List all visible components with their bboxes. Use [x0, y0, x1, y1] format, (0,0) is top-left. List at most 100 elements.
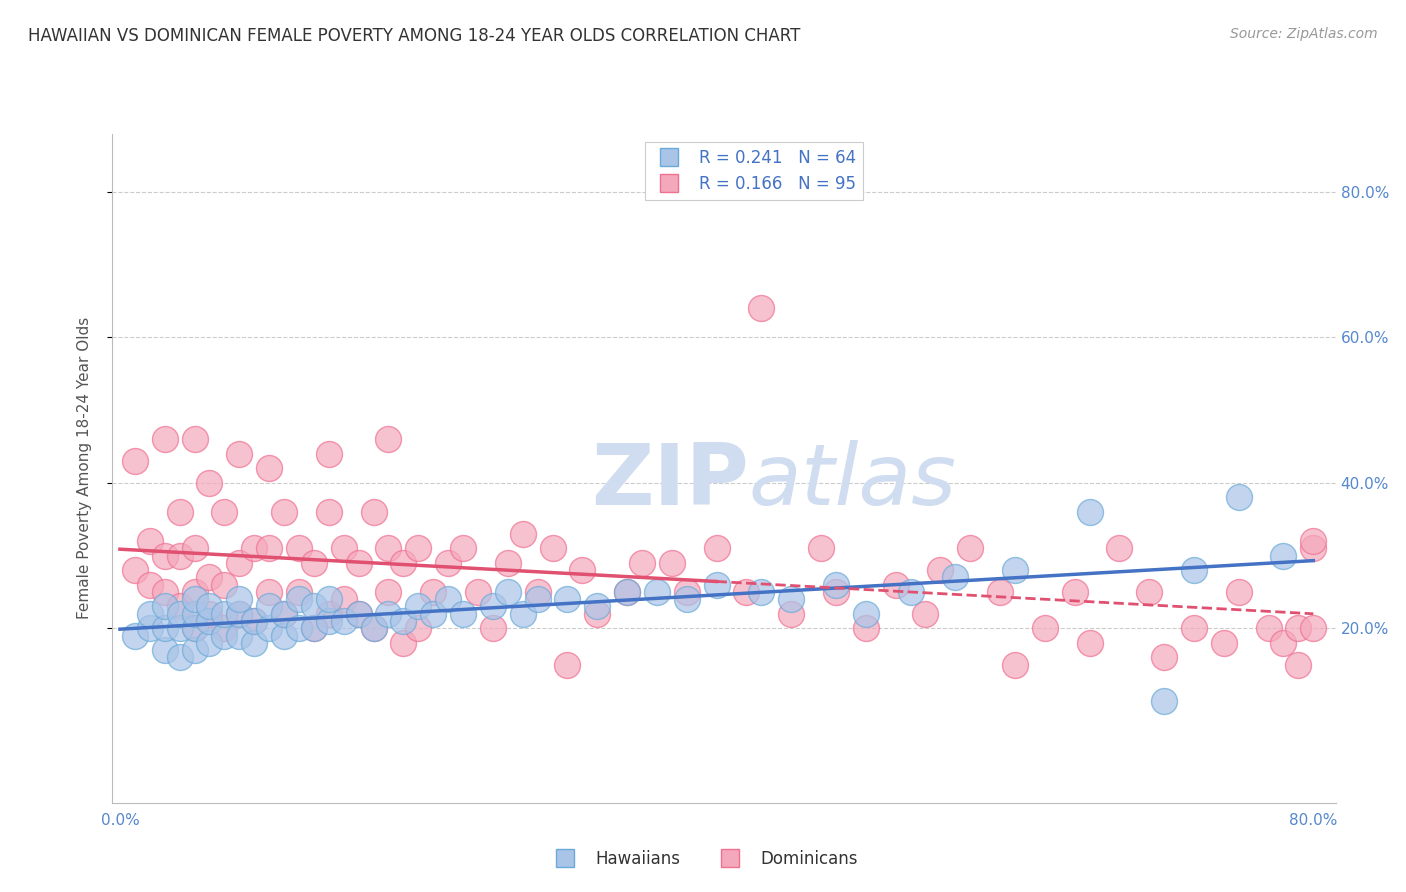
- Point: [1302, 621, 1324, 635]
- Point: [139, 607, 162, 621]
- Point: [363, 621, 385, 635]
- Point: [645, 585, 668, 599]
- Point: [496, 585, 519, 599]
- Text: ZIP: ZIP: [591, 440, 748, 524]
- Point: [169, 650, 191, 665]
- Point: [855, 621, 877, 635]
- Point: [557, 657, 579, 672]
- Point: [467, 585, 489, 599]
- Point: [616, 585, 638, 599]
- Point: [183, 432, 205, 446]
- Point: [571, 563, 593, 577]
- Point: [586, 607, 609, 621]
- Point: [780, 592, 803, 607]
- Point: [257, 621, 280, 635]
- Point: [751, 585, 773, 599]
- Point: [675, 585, 697, 599]
- Point: [526, 592, 548, 607]
- Point: [1182, 563, 1205, 577]
- Point: [408, 599, 430, 614]
- Point: [363, 621, 385, 635]
- Text: Source: ZipAtlas.com: Source: ZipAtlas.com: [1230, 27, 1378, 41]
- Point: [288, 621, 311, 635]
- Point: [512, 607, 534, 621]
- Point: [377, 585, 399, 599]
- Point: [884, 577, 907, 591]
- Point: [257, 541, 280, 556]
- Legend: R = 0.241   N = 64, R = 0.166   N = 95: R = 0.241 N = 64, R = 0.166 N = 95: [645, 142, 862, 200]
- Point: [496, 556, 519, 570]
- Point: [347, 607, 370, 621]
- Point: [332, 592, 354, 607]
- Point: [1063, 585, 1085, 599]
- Point: [318, 614, 340, 628]
- Point: [228, 447, 250, 461]
- Point: [1272, 549, 1295, 563]
- Point: [825, 585, 848, 599]
- Point: [139, 534, 162, 549]
- Point: [988, 585, 1011, 599]
- Point: [198, 614, 221, 628]
- Point: [1257, 621, 1279, 635]
- Point: [526, 585, 548, 599]
- Point: [855, 607, 877, 621]
- Point: [153, 432, 176, 446]
- Point: [302, 621, 325, 635]
- Point: [183, 541, 205, 556]
- Point: [302, 599, 325, 614]
- Point: [1137, 585, 1160, 599]
- Point: [153, 549, 176, 563]
- Point: [214, 607, 236, 621]
- Point: [198, 599, 221, 614]
- Point: [273, 607, 295, 621]
- Point: [1004, 657, 1026, 672]
- Point: [318, 607, 340, 621]
- Point: [318, 505, 340, 519]
- Point: [288, 541, 311, 556]
- Point: [437, 556, 460, 570]
- Point: [139, 621, 162, 635]
- Point: [422, 607, 444, 621]
- Point: [183, 643, 205, 657]
- Point: [228, 607, 250, 621]
- Point: [675, 592, 697, 607]
- Point: [183, 607, 205, 621]
- Point: [198, 607, 221, 621]
- Point: [183, 621, 205, 635]
- Point: [661, 556, 683, 570]
- Point: [631, 556, 654, 570]
- Point: [557, 592, 579, 607]
- Point: [139, 577, 162, 591]
- Point: [273, 628, 295, 642]
- Point: [347, 556, 370, 570]
- Point: [1153, 694, 1175, 708]
- Point: [214, 628, 236, 642]
- Point: [169, 621, 191, 635]
- Point: [153, 599, 176, 614]
- Point: [1302, 534, 1324, 549]
- Point: [228, 592, 250, 607]
- Point: [929, 563, 952, 577]
- Point: [273, 505, 295, 519]
- Point: [377, 541, 399, 556]
- Point: [392, 614, 415, 628]
- Point: [214, 505, 236, 519]
- Point: [422, 585, 444, 599]
- Point: [302, 556, 325, 570]
- Point: [273, 607, 295, 621]
- Point: [1302, 541, 1324, 556]
- Point: [153, 585, 176, 599]
- Point: [900, 585, 922, 599]
- Point: [437, 592, 460, 607]
- Point: [183, 621, 205, 635]
- Point: [1227, 491, 1250, 505]
- Point: [198, 636, 221, 650]
- Point: [1033, 621, 1056, 635]
- Point: [302, 621, 325, 635]
- Point: [1286, 621, 1309, 635]
- Point: [183, 592, 205, 607]
- Text: HAWAIIAN VS DOMINICAN FEMALE POVERTY AMONG 18-24 YEAR OLDS CORRELATION CHART: HAWAIIAN VS DOMINICAN FEMALE POVERTY AMO…: [28, 27, 800, 45]
- Y-axis label: Female Poverty Among 18-24 Year Olds: Female Poverty Among 18-24 Year Olds: [77, 318, 91, 619]
- Point: [288, 585, 311, 599]
- Point: [198, 570, 221, 584]
